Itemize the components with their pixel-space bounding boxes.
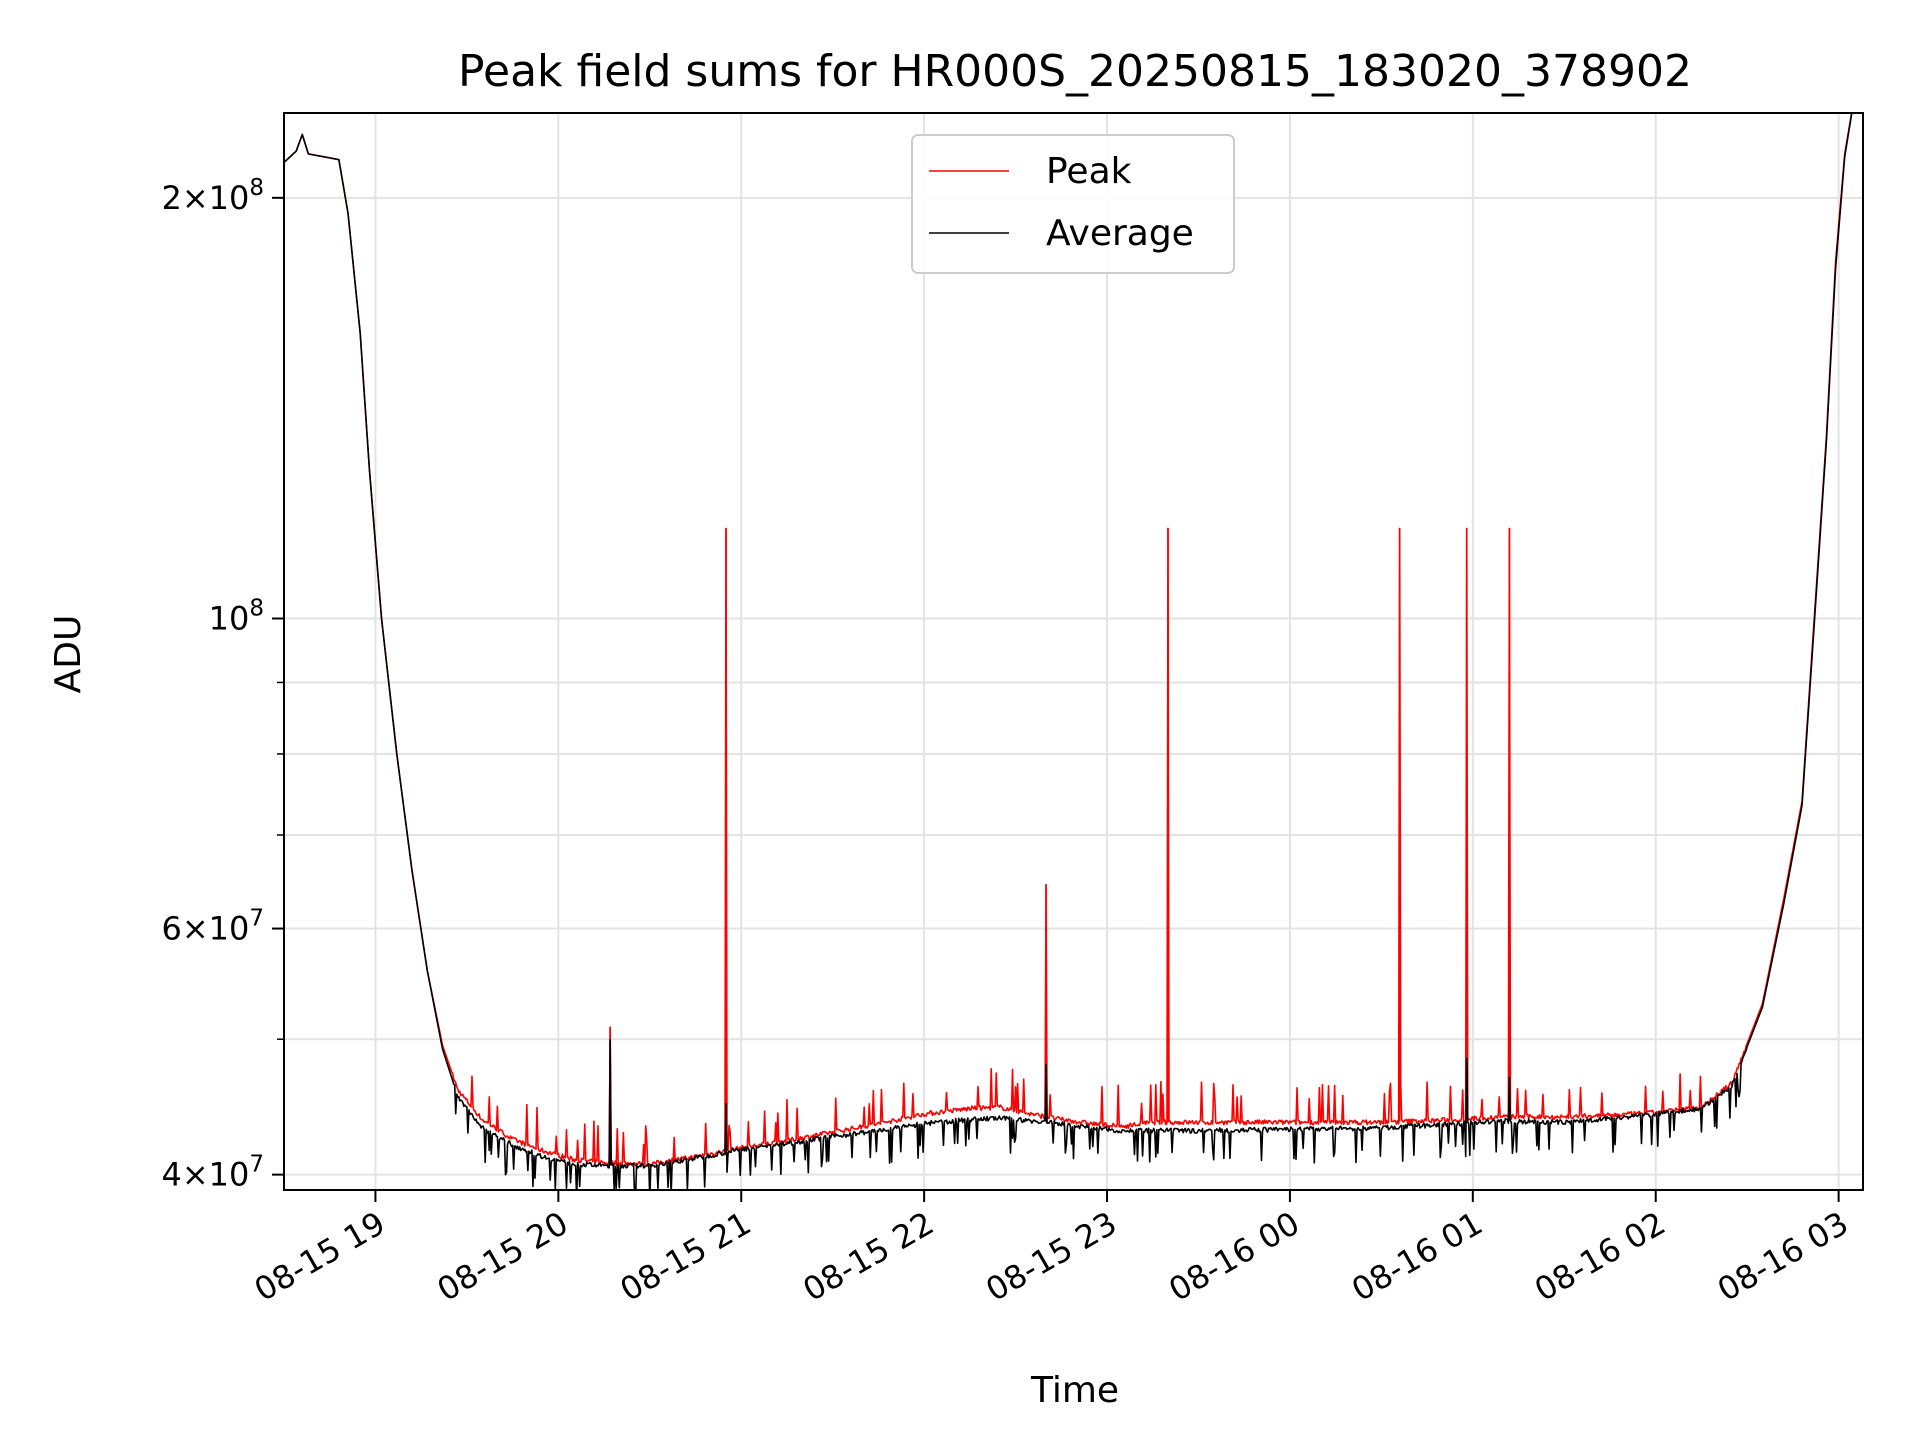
y-tick-label: 108 xyxy=(209,596,264,638)
y-tick-label: 2×108 xyxy=(161,175,264,217)
legend-label-average: Average xyxy=(1046,213,1194,254)
chart-title: Peak field sums for HR000S_20250815_1830… xyxy=(458,46,1692,97)
legend-label-peak: Peak xyxy=(1046,151,1132,192)
gridlines xyxy=(284,113,1863,1190)
legend-box xyxy=(911,134,1235,274)
series-line-average xyxy=(284,113,1853,1190)
y-axis-label: ADU xyxy=(48,615,89,694)
series-line-peak xyxy=(284,113,1853,1168)
x-axis-label: Time xyxy=(1030,1370,1119,1411)
legend: Peak Average xyxy=(911,134,1235,274)
y-axis: 4×107 6×107 108 2×108 xyxy=(161,175,284,1194)
y-tick-label: 4×107 xyxy=(161,1152,264,1194)
plot-area xyxy=(284,113,1853,1190)
plot-frame xyxy=(283,112,1864,1191)
y-tick-label: 6×107 xyxy=(161,906,264,948)
